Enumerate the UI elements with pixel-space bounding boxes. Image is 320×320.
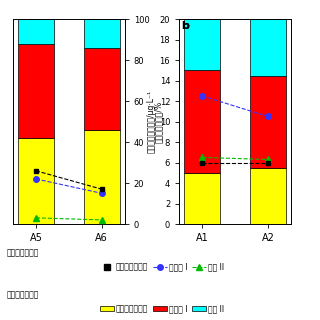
Bar: [250, 19, 286, 76]
Y-axis label: 碳生物量百分比/%: 碳生物量百分比/%: [154, 100, 163, 143]
Text: b: b: [181, 21, 189, 31]
Bar: [84, 19, 120, 48]
Bar: [250, 76, 286, 168]
Text: 超微型真核藻类: 超微型真核藻类: [6, 290, 39, 299]
Bar: [18, 44, 54, 138]
Bar: [184, 70, 220, 173]
Bar: [18, 138, 54, 224]
Bar: [18, 19, 54, 44]
Bar: [184, 173, 220, 224]
Legend: 超微型真核藻类, 聚球藻 I, 聚球 II: 超微型真核藻类, 聚球藻 I, 聚球 II: [100, 262, 224, 271]
Text: 超微型真核藻类: 超微型真核藻类: [6, 248, 39, 257]
Text: b: b: [181, 21, 189, 31]
Bar: [84, 48, 120, 130]
Legend: 超微型真核藻类, 聚球藻 I, 聚球 II: 超微型真核藻类, 聚球藻 I, 聚球 II: [100, 304, 224, 313]
Y-axis label: 碳生物量水柱积分/μg·L⁻¹: 碳生物量水柱积分/μg·L⁻¹: [146, 90, 156, 153]
Bar: [184, 19, 220, 70]
Bar: [84, 130, 120, 224]
Bar: [250, 168, 286, 224]
